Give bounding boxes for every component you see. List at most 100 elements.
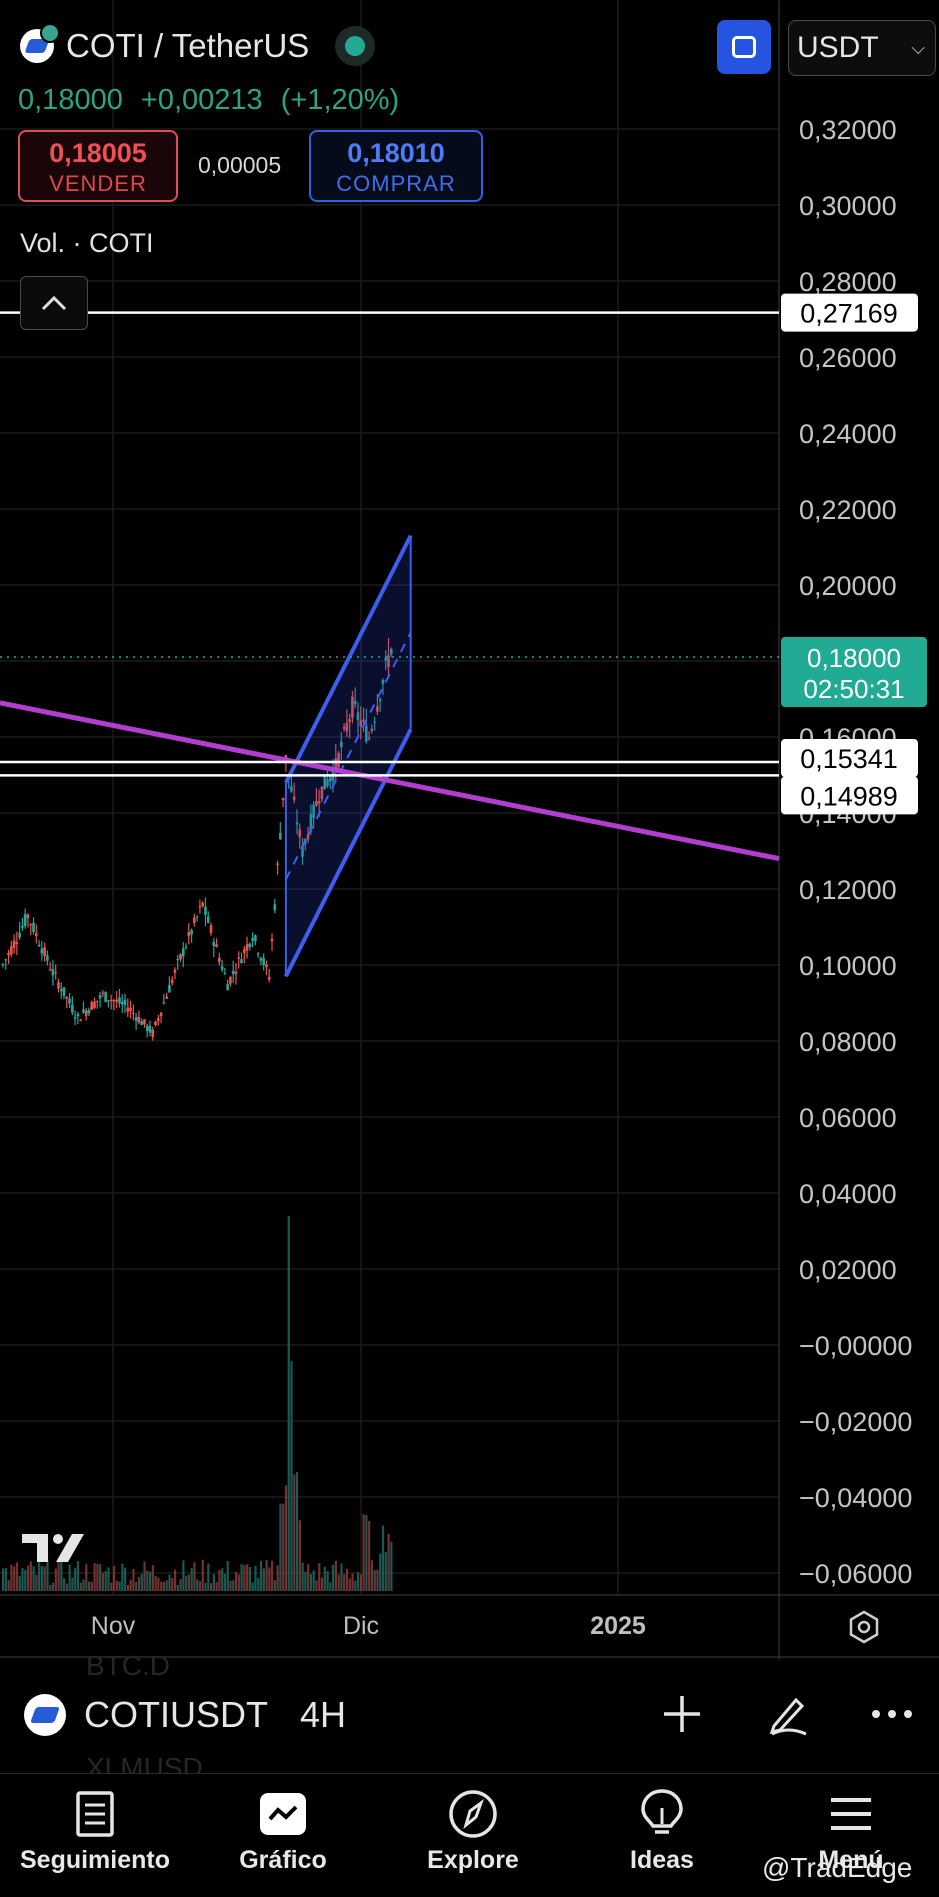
candle-body — [21, 925, 24, 928]
price-change-pct: (+1,20%) — [280, 84, 400, 116]
timeframe-button[interactable]: 4H — [300, 1694, 347, 1735]
volume-bar — [384, 1551, 387, 1591]
volume-bar — [151, 1565, 154, 1591]
candle-body — [140, 1021, 143, 1025]
volume-bar — [340, 1563, 343, 1591]
buy-price: 0,18010 — [347, 138, 445, 168]
volume-bar — [24, 1570, 27, 1591]
sell-price: 0,18005 — [49, 138, 147, 168]
volume-bar — [193, 1562, 196, 1591]
volume-bar — [243, 1565, 246, 1591]
fullscreen-button[interactable] — [717, 20, 771, 74]
volume-bar — [38, 1562, 41, 1591]
volume-indicator-label[interactable]: Vol. · COTI — [20, 228, 154, 258]
buy-button[interactable]: 0,18010 COMPRAR — [309, 130, 483, 202]
volume-bar — [234, 1571, 238, 1591]
nav-menu[interactable]: Menú — [766, 1788, 936, 1875]
volume-bar — [71, 1577, 74, 1591]
candle-body — [76, 1013, 80, 1017]
candle-body — [356, 712, 360, 721]
candle-body — [315, 800, 318, 806]
volume-bar — [132, 1568, 135, 1591]
volume-bar — [157, 1577, 160, 1591]
volume-bar — [226, 1561, 229, 1591]
more-options-icon[interactable] — [868, 1690, 916, 1738]
fullscreen-icon — [732, 36, 756, 58]
candle-body — [68, 998, 71, 1004]
candle-body — [145, 1025, 149, 1032]
nav-label: Menú — [818, 1846, 884, 1874]
volume-bar — [345, 1568, 349, 1591]
volume-bar — [173, 1569, 177, 1591]
y-tick-label: 0,08000 — [799, 1027, 897, 1057]
volume-bar — [246, 1564, 249, 1591]
add-icon[interactable] — [658, 1690, 706, 1738]
candle-body — [201, 902, 204, 906]
market-open-icon — [335, 26, 376, 66]
candle-body — [176, 959, 180, 961]
candle-body — [184, 946, 188, 948]
volume-bar — [168, 1574, 171, 1591]
volume-bar — [251, 1582, 254, 1591]
nav-seguimiento[interactable]: Seguimiento — [10, 1788, 180, 1875]
symbol-header[interactable]: COTI / TetherUS — [20, 23, 376, 66]
y-tick-label: −0,04000 — [799, 1483, 912, 1513]
nav-grafico[interactable]: Gráfico — [198, 1788, 368, 1875]
candle-body — [115, 999, 119, 1002]
volume-bar — [96, 1563, 99, 1591]
candle-body — [129, 1007, 132, 1012]
x-axis-label: 2025 — [590, 1612, 646, 1640]
volume-bar — [323, 1566, 326, 1591]
volume-bar — [223, 1573, 227, 1591]
currency-select[interactable]: USDT ⌵ — [788, 20, 936, 76]
nav-ideas[interactable]: Ideas — [577, 1788, 747, 1875]
volume-bar — [229, 1580, 232, 1591]
candle-body — [290, 786, 293, 792]
coti-logo-icon — [20, 23, 60, 63]
price-chart[interactable]: 0,32000 0,30000 0,28000 0,26000 0,24000 0,220… — [0, 0, 939, 1660]
volume-bar — [40, 1566, 44, 1591]
candle-body — [57, 982, 60, 989]
candle-body — [270, 938, 274, 942]
candle-body — [309, 813, 313, 832]
candle-body — [240, 959, 243, 964]
nav-explore[interactable]: Explore — [388, 1788, 558, 1875]
collapse-legend-button[interactable] — [20, 276, 88, 330]
candle-body — [245, 944, 249, 951]
volume-bar — [318, 1563, 321, 1591]
symbol-title: COTI / TetherUS — [66, 27, 310, 64]
candle-body — [168, 984, 171, 993]
y-tick-label: −0,02000 — [799, 1407, 912, 1437]
volume-bar — [129, 1579, 132, 1591]
volume-bar — [257, 1577, 260, 1591]
sell-button[interactable]: 0,18005 VENDER — [18, 130, 178, 202]
volume-bar — [254, 1565, 257, 1591]
candle-body — [265, 964, 268, 968]
volume-bar — [76, 1561, 80, 1591]
compass-icon — [447, 1788, 499, 1840]
volume-bar — [273, 1580, 276, 1591]
drawing-tool-icon[interactable] — [764, 1690, 812, 1738]
price-tag-label: 0,27169 — [800, 299, 898, 329]
candle-body — [267, 976, 271, 980]
channel-lower-line — [284, 728, 413, 978]
volume-bar — [4, 1567, 7, 1591]
buy-label: COMPRAR — [336, 171, 456, 196]
candle-body — [10, 946, 13, 955]
volume-bar — [218, 1569, 221, 1591]
candle-body — [376, 706, 379, 712]
volume-bar — [368, 1521, 371, 1591]
candle-body — [262, 958, 265, 965]
y-tick-label: 0,20000 — [799, 571, 897, 601]
volume-bar — [176, 1584, 179, 1591]
symbol-search-button[interactable]: COTIUSDT — [84, 1694, 268, 1735]
price-tag-box — [781, 776, 918, 815]
volume-bar — [359, 1574, 362, 1591]
nav-label: Gráfico — [239, 1846, 327, 1874]
candle-body — [165, 996, 168, 999]
volume-bar — [301, 1562, 304, 1591]
volume-bar — [13, 1566, 16, 1591]
chart-settings-icon[interactable] — [847, 1610, 881, 1644]
tradingview-logo-icon — [22, 1526, 96, 1571]
volume-bar — [65, 1583, 68, 1591]
